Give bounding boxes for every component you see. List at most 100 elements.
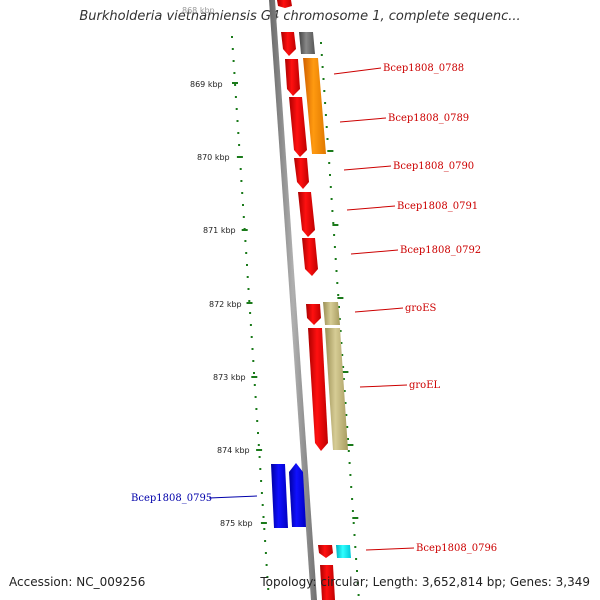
ruler-top-label: 868 kbp bbox=[182, 6, 215, 15]
ruler-dot bbox=[233, 72, 236, 74]
ruler-dot bbox=[351, 510, 354, 512]
ruler-dot bbox=[246, 264, 248, 266]
ruler-dot bbox=[348, 462, 351, 464]
ruler-label-870: 870 kbp bbox=[197, 153, 230, 162]
ruler-dot bbox=[251, 376, 258, 378]
gene-label-0791[interactable]: Bcep1808_0791 bbox=[397, 201, 478, 212]
gene-red-e[interactable] bbox=[298, 192, 315, 237]
ruler-dot bbox=[235, 108, 238, 110]
ruler-label-871: 871 kbp bbox=[203, 226, 236, 235]
ruler-dot bbox=[341, 354, 344, 356]
ruler-dot bbox=[262, 516, 265, 518]
gene-label-0792[interactable]: Bcep1808_0792 bbox=[400, 245, 481, 256]
ruler-dot bbox=[356, 582, 359, 584]
ruler-dot bbox=[258, 456, 261, 458]
accession-text: Accession: NC_009256 bbox=[9, 575, 146, 589]
gene-orange[interactable] bbox=[303, 58, 326, 154]
ruler-dot bbox=[350, 486, 353, 488]
ruler-dot bbox=[347, 444, 354, 446]
ruler-dot bbox=[324, 102, 327, 104]
gene-label-0790[interactable]: Bcep1808_0790 bbox=[393, 161, 474, 172]
ruler-dot bbox=[342, 371, 349, 373]
ruler-dot bbox=[343, 390, 346, 392]
ruler-dot bbox=[357, 594, 360, 596]
ruler-dot bbox=[242, 204, 244, 206]
gene-red-c[interactable] bbox=[289, 97, 307, 157]
ruler-dot bbox=[234, 84, 237, 86]
ruler-dot bbox=[234, 96, 237, 98]
ruler-dot bbox=[321, 66, 324, 68]
ruler-dot bbox=[249, 324, 252, 326]
ruler-dot bbox=[356, 570, 358, 572]
gene-label-0795[interactable]: Bcep1808_0795 bbox=[131, 493, 212, 504]
gene-red-groEL-a[interactable] bbox=[308, 328, 328, 451]
ruler-dot bbox=[342, 366, 345, 368]
ruler-dot bbox=[260, 480, 263, 482]
gene-red-d[interactable] bbox=[294, 158, 309, 189]
ruler-dot bbox=[330, 198, 333, 200]
ruler-dot bbox=[254, 396, 257, 398]
leader-line-blue bbox=[208, 495, 258, 499]
ruler-label-872: 872 kbp bbox=[209, 300, 242, 309]
ruler-dot bbox=[327, 150, 334, 152]
ruler-dot bbox=[251, 348, 254, 350]
gene-label-0796[interactable]: Bcep1808_0796 bbox=[416, 543, 497, 554]
ruler-dot bbox=[253, 384, 256, 386]
ruler-dot bbox=[325, 126, 328, 128]
gene-red-b[interactable] bbox=[285, 59, 300, 96]
ruler-dot bbox=[256, 449, 263, 451]
ruler-dot bbox=[338, 306, 340, 308]
leader-lines bbox=[333, 67, 415, 551]
ruler-dot bbox=[328, 162, 331, 164]
ruler-dot bbox=[244, 240, 247, 242]
ruler-dot bbox=[347, 450, 350, 452]
ruler-dot bbox=[259, 468, 262, 470]
ruler-dot bbox=[353, 534, 356, 536]
gene-khaki-groEL[interactable] bbox=[325, 328, 348, 450]
ruler-dot bbox=[329, 186, 332, 188]
ruler-dot bbox=[253, 372, 255, 374]
gene-red-bottom[interactable] bbox=[320, 565, 335, 600]
ruler-dot bbox=[264, 552, 267, 554]
ruler-dot bbox=[332, 224, 339, 226]
gene-top-red[interactable] bbox=[277, 0, 292, 8]
gene-red-a[interactable] bbox=[281, 32, 296, 56]
gene-cyan[interactable] bbox=[336, 545, 351, 558]
ruler-dot bbox=[323, 90, 326, 92]
ruler-dot bbox=[263, 528, 266, 530]
ruler-dot bbox=[266, 576, 269, 578]
gene-blue-a[interactable] bbox=[271, 464, 288, 528]
ruler-dot bbox=[240, 180, 243, 182]
ruler-dot bbox=[349, 474, 352, 476]
gene-label-groES[interactable]: groES bbox=[405, 303, 437, 314]
gene-label-groEL[interactable]: groEL bbox=[409, 380, 441, 391]
ruler-tick-marks bbox=[231, 36, 360, 596]
gene-red-f[interactable] bbox=[302, 238, 318, 276]
gene-gray[interactable] bbox=[299, 32, 315, 54]
ruler-dot bbox=[252, 360, 255, 362]
ruler-dot bbox=[326, 138, 329, 140]
gene-label-0788[interactable]: Bcep1808_0788 bbox=[383, 63, 464, 74]
gene-red-0796-a[interactable] bbox=[318, 545, 333, 558]
gene-khaki-groES[interactable] bbox=[323, 302, 340, 325]
ruler-dot bbox=[332, 222, 335, 224]
ruler-dot bbox=[237, 132, 240, 134]
ruler-dot bbox=[249, 312, 252, 314]
gene-label-0789[interactable]: Bcep1808_0789 bbox=[388, 113, 469, 124]
ruler-dot bbox=[338, 318, 341, 320]
gene-blue-b[interactable] bbox=[289, 463, 306, 527]
ruler-dot bbox=[351, 498, 354, 500]
ruler-dot bbox=[322, 78, 325, 80]
ruler-dot bbox=[334, 258, 337, 260]
ruler-label-873: 873 kbp bbox=[213, 373, 246, 382]
ruler-dot bbox=[352, 517, 359, 519]
ruler-dot bbox=[241, 229, 248, 231]
map-title: Burkholderia vietnamiensis G4 chromosome… bbox=[79, 9, 521, 24]
ruler-dot bbox=[241, 192, 244, 194]
ruler-dot bbox=[331, 210, 334, 212]
gene-red-groES-a[interactable] bbox=[306, 304, 321, 325]
ruler-dot bbox=[352, 522, 355, 524]
ruler-dot bbox=[248, 300, 251, 302]
ruler-dot bbox=[339, 330, 342, 332]
